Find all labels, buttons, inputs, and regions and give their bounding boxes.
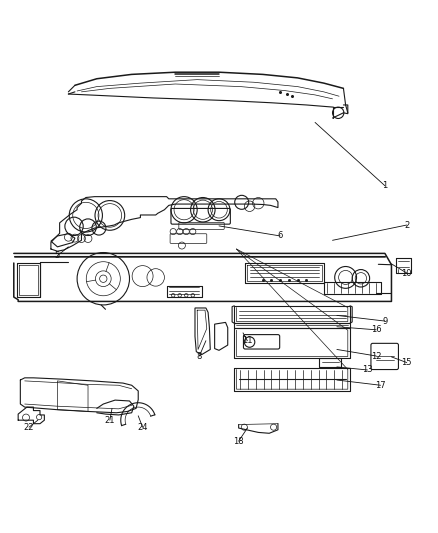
Text: 10: 10 [402, 269, 412, 278]
Text: 17: 17 [375, 381, 386, 390]
Text: 2: 2 [404, 221, 410, 230]
Text: 21: 21 [105, 416, 115, 425]
Text: 13: 13 [362, 366, 373, 375]
Text: 16: 16 [371, 325, 381, 334]
Text: 5: 5 [55, 251, 60, 260]
Text: 8: 8 [197, 351, 202, 360]
Text: 11: 11 [242, 336, 253, 345]
Text: 9: 9 [382, 317, 388, 326]
Text: 12: 12 [371, 351, 381, 360]
Text: 22: 22 [24, 423, 34, 432]
Text: 24: 24 [138, 423, 148, 432]
Text: 6: 6 [277, 231, 283, 240]
Text: 15: 15 [402, 358, 412, 367]
Text: 18: 18 [233, 437, 244, 446]
Text: 1: 1 [382, 181, 388, 190]
